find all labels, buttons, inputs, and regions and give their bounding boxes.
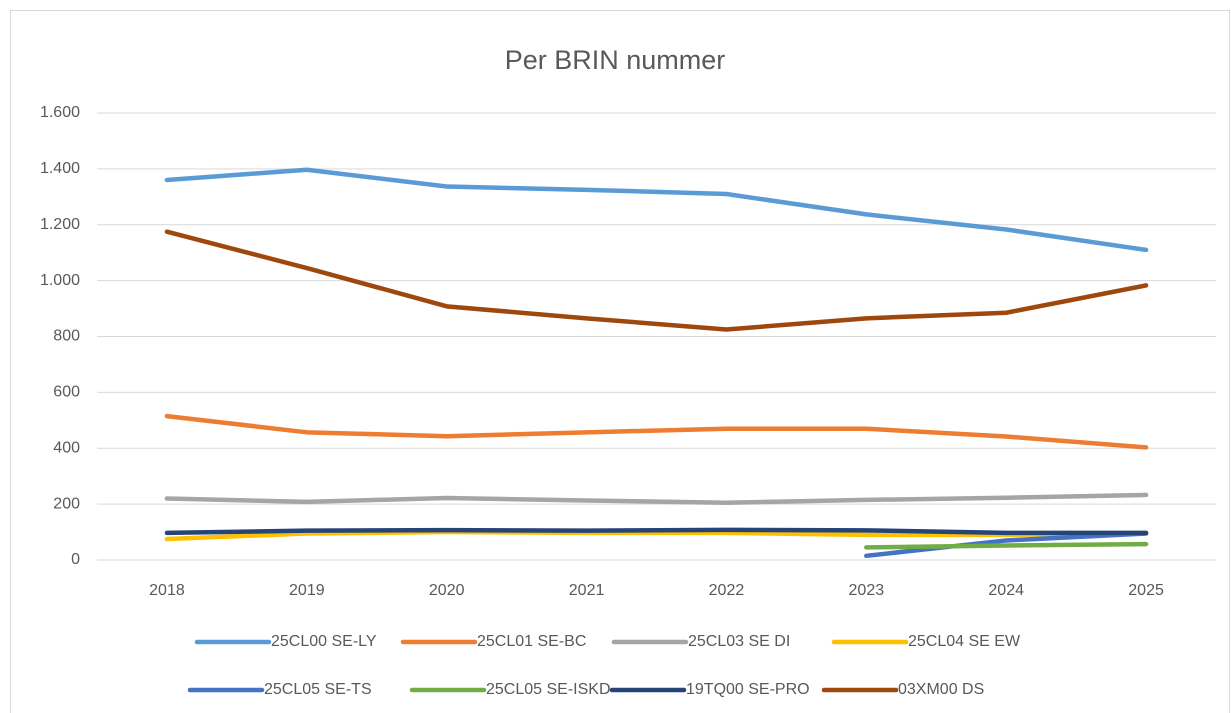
legend-label: 19TQ00 SE-PRO xyxy=(686,681,810,698)
series-line xyxy=(864,531,1149,559)
x-tick-label: 2025 xyxy=(1128,582,1164,599)
legend-label: 25CL04 SE EW xyxy=(908,633,1021,650)
series-line xyxy=(864,541,1149,550)
y-tick-label: 0 xyxy=(71,551,80,568)
series-line xyxy=(164,527,1149,536)
y-tick-label: 400 xyxy=(53,439,80,456)
x-tick-label: 2021 xyxy=(569,582,605,599)
y-tick-label: 1.600 xyxy=(40,104,80,121)
legend-label: 03XM00 DS xyxy=(898,681,984,698)
y-tick-label: 200 xyxy=(53,495,80,512)
x-tick-label: 2020 xyxy=(429,582,465,599)
x-tick-label: 2019 xyxy=(289,582,325,599)
x-tick-label: 2022 xyxy=(709,582,745,599)
legend-label: 25CL03 SE DI xyxy=(688,633,790,650)
y-tick-label: 1.200 xyxy=(40,216,80,233)
x-tick-label: 2018 xyxy=(149,582,185,599)
legend-label: 25CL05 SE-TS xyxy=(264,681,372,698)
x-tick-label: 2023 xyxy=(849,582,885,599)
y-tick-label: 1.000 xyxy=(40,272,80,289)
legend-label: 25CL01 SE-BC xyxy=(477,633,586,650)
y-tick-label: 1.400 xyxy=(40,160,80,177)
series-line xyxy=(164,167,1149,253)
series-line xyxy=(164,492,1149,505)
y-tick-label: 600 xyxy=(53,384,80,401)
chart-title: Per BRIN nummer xyxy=(505,45,726,75)
legend-label: 25CL05 SE-ISKD xyxy=(486,681,611,698)
chart-border xyxy=(10,10,1230,713)
series-line xyxy=(164,413,1149,450)
y-tick-label: 800 xyxy=(53,328,80,345)
series-line xyxy=(164,529,1149,542)
x-tick-label: 2024 xyxy=(988,582,1024,599)
series-line xyxy=(164,229,1149,332)
legend-label: 25CL00 SE-LY xyxy=(271,633,377,650)
